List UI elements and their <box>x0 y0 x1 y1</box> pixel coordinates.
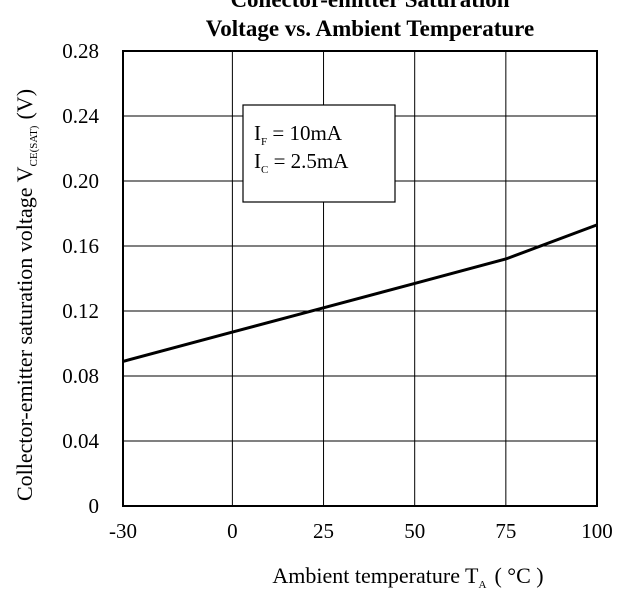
annotation-ic: IC = 2.5mA <box>254 149 349 176</box>
y-tick-label: 0.28 <box>62 39 99 63</box>
x-tick-label: -30 <box>109 519 137 543</box>
annotation-if: IF = 10mA <box>254 121 343 148</box>
x-tick-label: 50 <box>404 519 425 543</box>
y-tick-label: 0.12 <box>62 299 99 323</box>
y-tick-label: 0.20 <box>62 169 99 193</box>
series-line <box>122 223 598 363</box>
x-tick-label: 75 <box>495 519 516 543</box>
x-tick-label: 25 <box>313 519 334 543</box>
y-tick-label: 0.04 <box>62 429 99 453</box>
x-tick-label: 0 <box>227 519 238 543</box>
plot-frame <box>122 50 598 507</box>
x-tick-labels: -30 0 25 50 75 100 <box>109 519 613 543</box>
x-tick-label: 100 <box>581 519 613 543</box>
annotation-frame <box>242 104 396 203</box>
y-tick-labels: 0 0.04 0.08 0.12 0.16 0.20 0.24 0.28 <box>62 39 99 518</box>
chart-title-line1: Collector-emitter Saturation <box>230 0 509 12</box>
y-tick-label: 0.08 <box>62 364 99 388</box>
y-axis-label: Collector-emitter saturation voltage VCE… <box>12 89 40 501</box>
y-tick-label: 0.16 <box>62 234 99 258</box>
annotation-box: IF = 10mA IC = 2.5mA <box>242 104 396 203</box>
y-tick-label: 0 <box>89 494 100 518</box>
x-axis-label: Ambient temperature TA( °C ) <box>272 563 543 591</box>
chart-title-line2: Voltage vs. Ambient Temperature <box>206 16 534 41</box>
y-tick-label: 0.24 <box>62 104 99 128</box>
